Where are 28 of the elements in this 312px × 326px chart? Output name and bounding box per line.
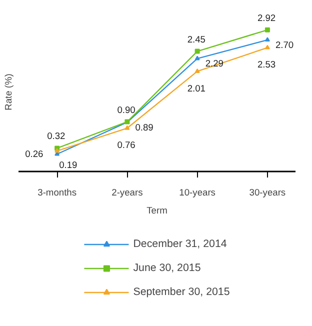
point: [264, 44, 270, 50]
data-label: 0.19: [59, 160, 78, 170]
data-label: 0.32: [47, 131, 66, 142]
point: [194, 56, 200, 60]
data-label: 2.45: [187, 34, 206, 44]
point: [194, 48, 200, 54]
data-label: 2.70: [275, 40, 294, 50]
legend-label: December 31, 2014: [133, 238, 227, 250]
data-label: 2.01: [187, 83, 206, 94]
data-label: 2.53: [257, 60, 276, 70]
x-tick-label: 2-years: [112, 188, 144, 198]
data-label: 0.76: [117, 140, 136, 150]
data-label: 0.26: [25, 148, 44, 159]
x-axis-title: Term: [146, 206, 168, 216]
y-axis-title: Rate (%): [4, 74, 14, 110]
legend-label: June 30, 2015: [133, 262, 201, 274]
x-tick-label: 10-years: [179, 188, 216, 198]
data-label: 0.90: [117, 104, 136, 115]
x-tick-label: 3-months: [38, 188, 77, 198]
point: [264, 27, 270, 32]
data-label: 0.89: [135, 122, 154, 132]
legend-label: September 30, 2015: [133, 286, 230, 298]
data-label: 2.92: [257, 12, 276, 23]
point: [194, 68, 200, 73]
point: [264, 37, 270, 42]
x-tick-label: 30-years: [249, 188, 286, 198]
point: [124, 125, 130, 130]
point: [54, 148, 60, 153]
